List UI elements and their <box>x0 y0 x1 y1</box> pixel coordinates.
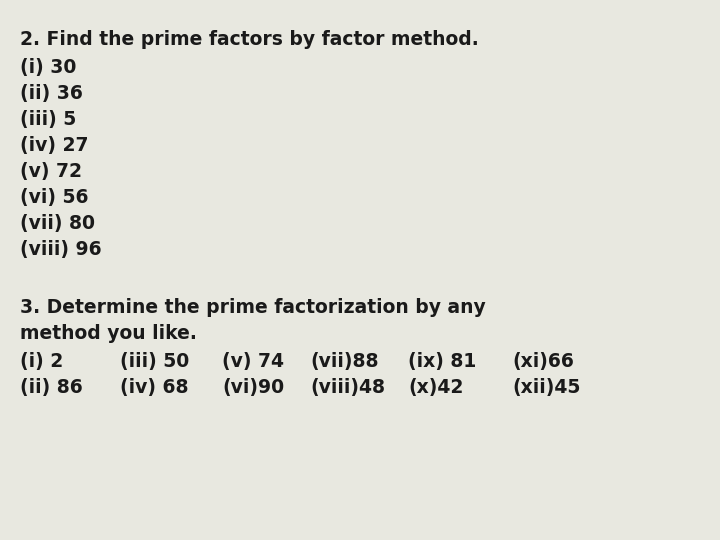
Text: (xi)66: (xi)66 <box>512 352 574 371</box>
Text: (i) 30: (i) 30 <box>20 58 76 77</box>
Text: (ii) 36: (ii) 36 <box>20 84 83 103</box>
Text: (vii)88: (vii)88 <box>310 352 379 371</box>
Text: (iv) 27: (iv) 27 <box>20 136 89 155</box>
Text: (vi)90: (vi)90 <box>222 378 284 397</box>
Text: (iii) 5: (iii) 5 <box>20 110 76 129</box>
Text: (vi) 56: (vi) 56 <box>20 188 89 207</box>
Text: (i) 2: (i) 2 <box>20 352 63 371</box>
Text: (ii) 86: (ii) 86 <box>20 378 83 397</box>
Text: (iii) 50: (iii) 50 <box>120 352 189 371</box>
Text: (v) 72: (v) 72 <box>20 162 82 181</box>
Text: (xii)45: (xii)45 <box>512 378 580 397</box>
Text: (vii) 80: (vii) 80 <box>20 214 95 233</box>
Text: 3. Determine the prime factorization by any: 3. Determine the prime factorization by … <box>20 298 486 317</box>
Text: method you like.: method you like. <box>20 324 197 343</box>
Text: (iv) 68: (iv) 68 <box>120 378 189 397</box>
Text: (v) 74: (v) 74 <box>222 352 284 371</box>
Text: (x)42: (x)42 <box>408 378 464 397</box>
Text: (viii)48: (viii)48 <box>310 378 385 397</box>
Text: (viii) 96: (viii) 96 <box>20 240 102 259</box>
Text: 2. Find the prime factors by factor method.: 2. Find the prime factors by factor meth… <box>20 30 479 49</box>
Text: (ix) 81: (ix) 81 <box>408 352 476 371</box>
